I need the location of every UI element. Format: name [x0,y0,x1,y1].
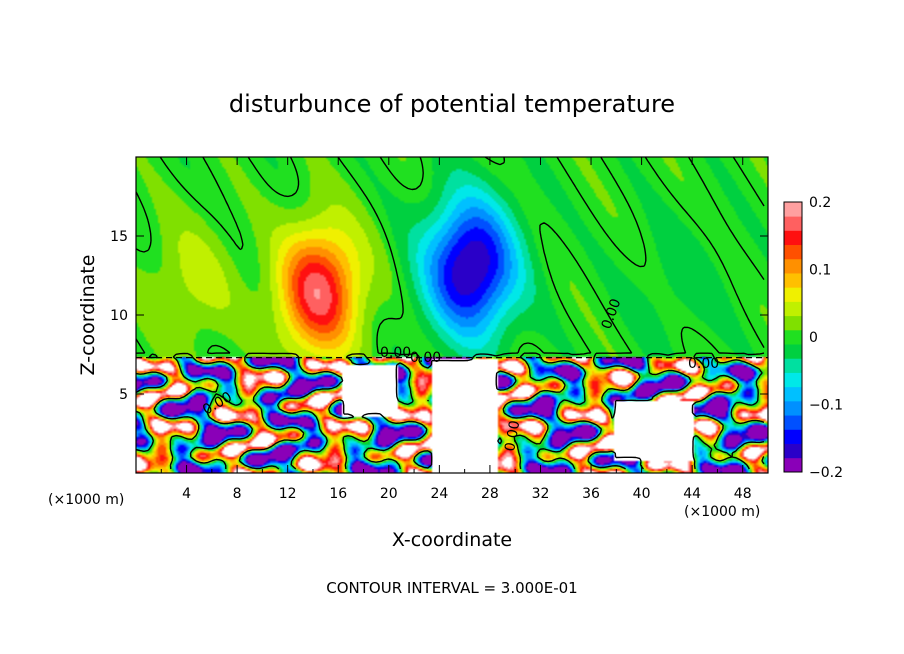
x-tick-label: 16 [329,486,347,502]
contour-label: 0.00 [502,419,523,452]
colorbar-swatch [784,372,802,388]
colorbar-tick-label: 0.1 [809,263,831,279]
x-axis: 4 8 12 16 20 24 28 32 36 40 44 48 [160,157,752,502]
colorbar-swatch [784,315,802,331]
zero-contour [136,157,765,470]
colorbar-swatch [784,443,802,459]
colorbar-swatch [784,344,802,359]
colorbar-swatch [784,415,802,430]
colorbar-swatch [784,244,802,260]
colorbar-swatch [784,216,802,231]
colorbar-swatch [784,287,802,302]
colorbar-swatch [784,429,802,444]
y-tick-label: 5 [119,387,128,403]
colorbar-frame [783,201,803,473]
colorbar-swatch [784,301,802,317]
colorbar-tick-label: 0 [809,330,818,346]
colorbar-swatch [784,202,802,217]
colorbar-swatch [784,386,802,402]
x-tick-label: 40 [633,486,651,502]
x-unit-left: (×1000 m) [48,492,124,508]
colorbar-tick-label: 0.2 [809,195,831,211]
colorbar-swatch [784,258,802,274]
contour-lines [136,157,768,470]
colorbar-swatch [784,358,802,373]
x-axis-title: X-coordinate [392,529,512,551]
x-tick-label: 20 [380,486,398,502]
x-tick-label: 8 [233,486,242,502]
y-axis: 5 10 15 [110,229,768,403]
colorbar-swatch [784,457,802,473]
x-tick-label: 44 [683,486,701,502]
contour-label: 0.00 [688,356,719,372]
x-tick-label: 4 [182,486,191,502]
colorbar-swatch [784,400,802,416]
contour-label: 0.00 [380,345,411,361]
colorbar-tick-label: −0.2 [809,465,843,481]
heatmap-field [136,157,768,473]
y-tick-label: 10 [110,308,128,324]
x-tick-label: 24 [430,486,448,502]
x-tick-label: 36 [582,486,600,502]
x-tick-label: 48 [734,486,752,502]
contour-label: 0.00 [410,350,441,366]
contour-interval-note: CONTOUR INTERVAL = 3.000E-01 [326,579,577,597]
y-tick-label: 15 [110,229,128,245]
colorbar: 0.2 0.1 0 −0.1 −0.2 [783,195,843,481]
x-tick-label: 32 [532,486,550,502]
chart-title: disturbunce of potential temperature [229,90,675,118]
x-unit-right: (×1000 m) [684,504,760,520]
colorbar-swatch [784,329,802,345]
colorbar-tick-label: −0.1 [809,398,843,414]
colorbar-swatch [784,230,802,246]
plot-area [136,157,768,473]
colorbar-swatch [784,273,802,288]
y-axis-title: Z-coordinate [77,255,99,376]
x-tick-label: 28 [481,486,499,502]
x-tick-label: 12 [279,486,297,502]
